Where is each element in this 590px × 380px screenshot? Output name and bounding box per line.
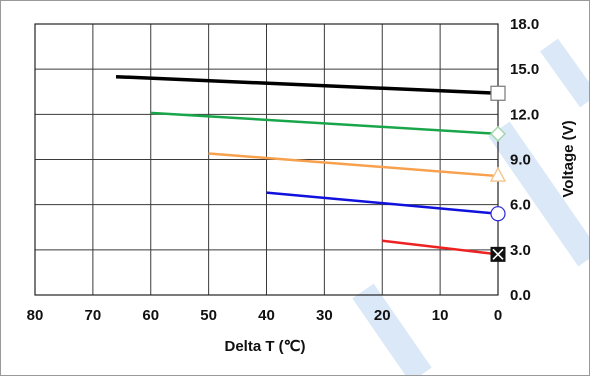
x-tick-label: 20 [374,307,391,324]
y-tick-label: 6.0 [510,197,531,214]
y-tick-labels: 0.0 3.0 6.0 9.0 12.0 15.0 18.0 [510,16,539,304]
watermark-layer [352,38,590,380]
series-line [266,191,499,215]
y-tick-label: 15.0 [510,61,539,78]
plot-border [34,23,499,296]
marker-layer [489,85,507,262]
y-tick-label: 12.0 [510,106,539,123]
series-marker [490,85,506,101]
grid-layer [34,23,499,296]
series-marker [490,206,506,222]
series-marker [489,166,507,182]
x-tick-labels: 80 70 60 50 40 30 20 10 0 [27,307,503,324]
watermark-stroke [488,121,590,267]
x-tick-label: 40 [258,307,275,324]
y-axis-title: Voltage (V) [560,120,577,197]
x-tick-label: 10 [432,307,449,324]
x-tick-label: 60 [142,307,159,324]
series-line [208,152,499,178]
x-axis-title: Delta T (℃) [224,338,305,355]
x-tick-label: 0 [494,307,502,324]
watermark-stroke [540,38,590,108]
x-tick-label: 80 [27,307,44,324]
y-tick-label: 9.0 [510,152,531,169]
x-tick-label: 70 [85,307,102,324]
series-line [115,74,499,96]
series-line [382,239,499,256]
x-tick-label: 30 [316,307,333,324]
y-tick-label: 3.0 [510,242,531,259]
series-marker-cross [492,248,504,260]
series-line [150,111,499,136]
series-layer [115,74,499,256]
y-tick-label: 18.0 [510,16,539,33]
y-tick-label: 0.0 [510,287,531,304]
series-marker [490,125,506,142]
x-tick-label: 50 [200,307,217,324]
watermark-stroke [352,283,432,380]
